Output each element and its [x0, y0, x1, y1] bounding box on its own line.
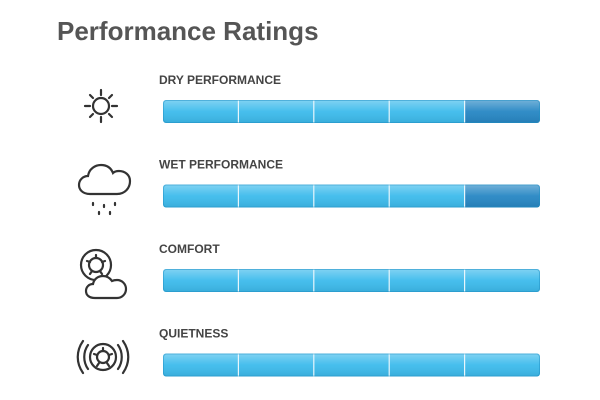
bar-outline: [163, 100, 540, 123]
rating-label: COMFORT: [159, 242, 220, 256]
rating-bar: [163, 100, 540, 123]
rating-bar: [163, 184, 540, 208]
rating-bar: [163, 353, 540, 377]
rain-icon: [77, 163, 132, 216]
rating-label: QUIETNESS: [159, 327, 228, 341]
rating-label: WET PERFORMANCE: [159, 158, 283, 172]
comfort-icon: [79, 248, 128, 300]
bar-shine: [163, 100, 540, 123]
bar-outline: [163, 269, 540, 292]
rating-bar: [163, 269, 540, 292]
bar-shine: [163, 269, 540, 292]
bar-outline: [163, 353, 540, 377]
sun-icon: [83, 88, 119, 124]
rating-label: DRY PERFORMANCE: [159, 73, 281, 87]
quietness-icon: [76, 339, 130, 375]
bar-shine: [163, 353, 540, 377]
bar-outline: [163, 184, 540, 208]
page-title: Performance Ratings: [57, 16, 319, 46]
bar-shine: [163, 184, 540, 208]
